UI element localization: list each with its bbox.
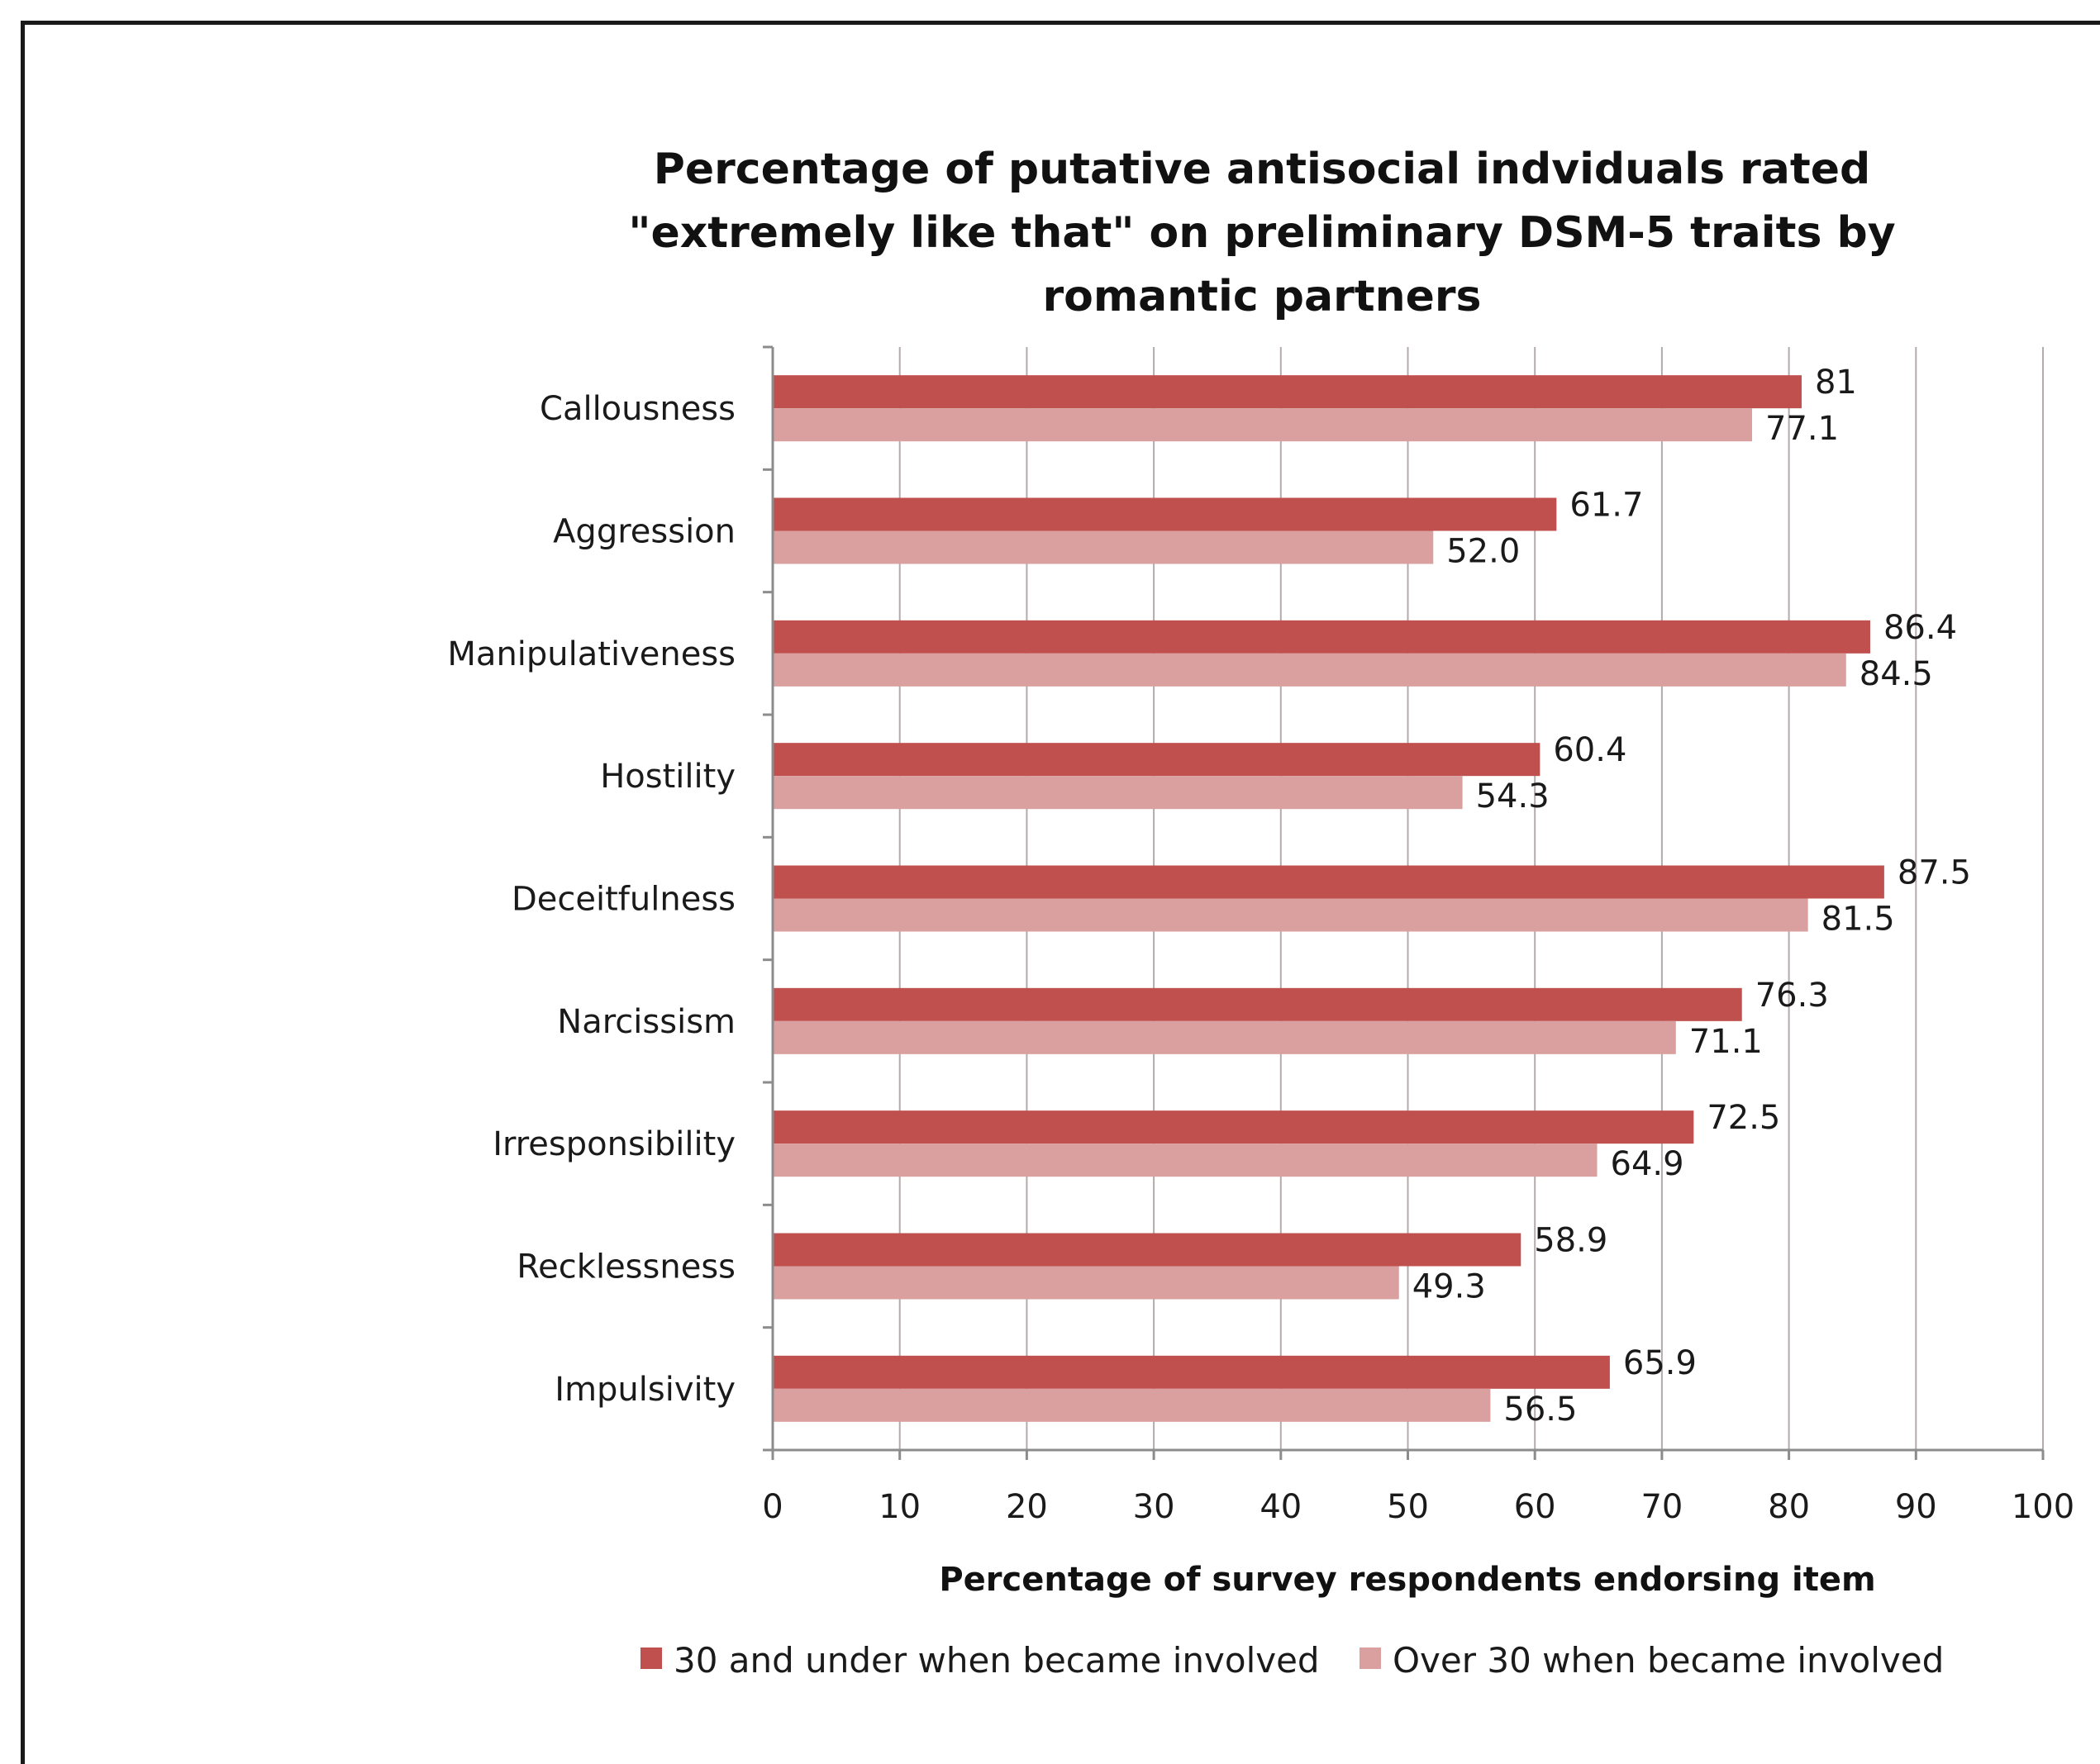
data-label: 86.4 (1883, 609, 1957, 647)
category-label: Callousness (540, 390, 736, 428)
category-label: Irresponsibility (493, 1125, 736, 1163)
legend: 30 and under when became involved Over 30… (640, 1640, 1944, 1681)
legend-swatch-series-1 (640, 1648, 662, 1669)
chart-title-line-3: romantic partners (1043, 272, 1482, 321)
data-label: 58.9 (1534, 1222, 1607, 1260)
bar-impulsivity-series-1 (773, 1355, 1610, 1389)
bar-manipulativeness-series-1 (773, 620, 1870, 654)
bar-narcissism-series-1 (773, 987, 1742, 1021)
x-tick-label-90: 90 (1895, 1488, 1937, 1526)
bar-recklessness-series-2 (773, 1266, 1399, 1300)
bar-deceitfulness-series-1 (773, 865, 1884, 899)
data-label: 81 (1815, 364, 1857, 402)
data-label: 60.4 (1553, 731, 1626, 769)
category-label: Deceitfulness (512, 881, 736, 919)
x-tick-label-30: 30 (1133, 1488, 1175, 1526)
data-label: 76.3 (1755, 977, 1829, 1015)
x-tick-label-60: 60 (1514, 1488, 1556, 1526)
data-label: 65.9 (1623, 1344, 1697, 1382)
axes: 0 10 20 30 40 50 60 70 80 90 100 Callousness Aggress… (447, 345, 2074, 1526)
bar-aggression-series-1 (773, 497, 1557, 531)
bar-aggression-series-2 (773, 530, 1434, 564)
bar-callousness-series-2 (773, 408, 1753, 442)
bar-narcissism-series-2 (773, 1020, 1676, 1054)
chart-title: Percentage of putative antisocial indvid… (628, 145, 1895, 321)
bar-deceitfulness-series-2 (773, 898, 1808, 932)
bars (773, 375, 1884, 1422)
x-tick-label-10: 10 (879, 1488, 921, 1526)
bar-recklessness-series-1 (773, 1233, 1521, 1267)
legend-swatch-series-2 (1360, 1648, 1381, 1669)
category-label: Hostility (600, 758, 736, 796)
x-tick-label-20: 20 (1006, 1488, 1048, 1526)
x-tick-label-40: 40 (1260, 1488, 1302, 1526)
legend-label-series-2: Over 30 when became involved (1393, 1640, 1944, 1681)
bar-irresponsibility-series-2 (773, 1144, 1598, 1177)
data-label: 64.9 (1611, 1145, 1684, 1183)
data-label: 71.1 (1689, 1023, 1763, 1061)
category-label: Manipulativeness (447, 635, 736, 673)
category-label: Recklessness (517, 1248, 736, 1286)
x-tick-label-50: 50 (1387, 1488, 1429, 1526)
category-label: Impulsivity (555, 1371, 736, 1409)
data-label: 54.3 (1476, 777, 1550, 815)
data-label: 77.1 (1765, 410, 1839, 448)
x-tick-label-0: 0 (762, 1488, 783, 1526)
data-label: 72.5 (1707, 1099, 1780, 1137)
data-label: 56.5 (1503, 1391, 1577, 1429)
bar-impulsivity-series-2 (773, 1388, 1491, 1422)
data-label: 81.5 (1821, 901, 1895, 939)
legend-label-series-1: 30 and under when became involved (674, 1640, 1320, 1681)
category-label: Aggression (553, 513, 736, 551)
bar-irresponsibility-series-1 (773, 1110, 1694, 1144)
data-labels: 81 77.1 61.7 52.0 86.4 84.5 60.454.3 87.581.5 76… (1412, 364, 1971, 1429)
bar-hostility-series-1 (773, 743, 1540, 777)
x-tick-label-80: 80 (1768, 1488, 1810, 1526)
data-label: 87.5 (1898, 854, 1971, 892)
bar-hostility-series-2 (773, 776, 1463, 810)
bar-callousness-series-1 (773, 375, 1802, 409)
chart-frame (21, 21, 2100, 1764)
data-label: 84.5 (1860, 655, 1933, 693)
category-label: Narcissism (557, 1003, 736, 1041)
x-axis-title: Percentage of survey respondents endorsi… (939, 1561, 1875, 1599)
data-label: 49.3 (1412, 1268, 1486, 1306)
data-label: 52.0 (1446, 533, 1520, 571)
data-label: 61.7 (1569, 487, 1643, 525)
bar-manipulativeness-series-2 (773, 653, 1846, 687)
x-tick-label-70: 70 (1640, 1488, 1683, 1526)
chart-title-line-2: "extremely like that" on preliminary DSM… (628, 208, 1895, 258)
x-tick-label-100: 100 (2012, 1488, 2074, 1526)
chart-title-line-1: Percentage of putative antisocial indvid… (654, 145, 1870, 194)
